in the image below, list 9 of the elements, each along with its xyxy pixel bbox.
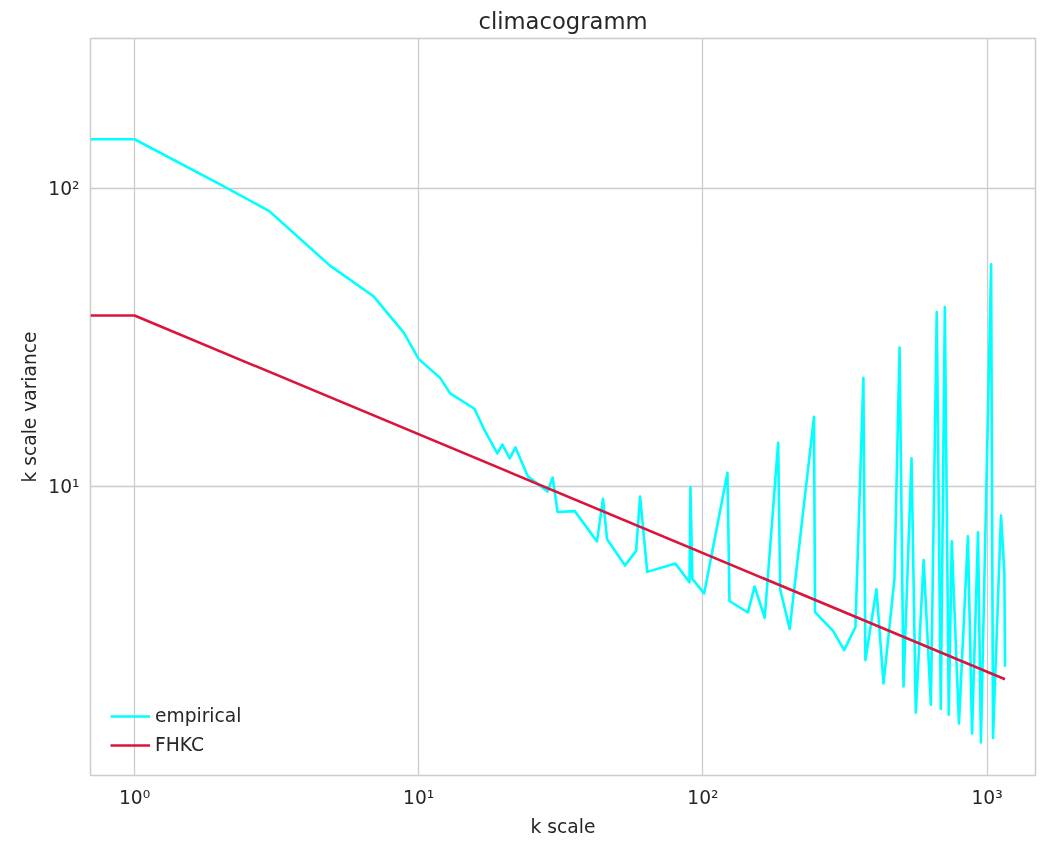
x-tick-label: 10⁰: [118, 786, 151, 808]
x-axis-title: k scale: [530, 815, 596, 837]
x-tick-label: 10³: [971, 786, 1003, 808]
legend-label: empirical: [155, 705, 242, 726]
chart-title: climacogramm: [478, 7, 648, 34]
x-tick-label: 10¹: [403, 786, 435, 808]
x-tick-label: 10²: [687, 786, 719, 808]
y-axis-title: k scale variance: [19, 331, 41, 483]
legend-label: FHKC: [155, 734, 204, 755]
